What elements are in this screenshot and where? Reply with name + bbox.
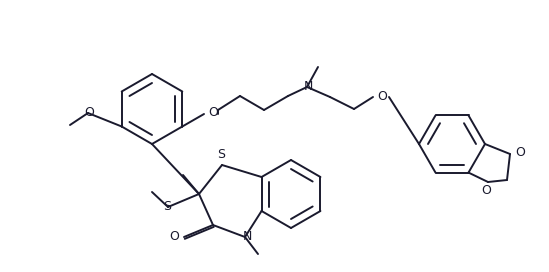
Text: O: O xyxy=(84,106,94,119)
Text: N: N xyxy=(303,79,313,92)
Text: S: S xyxy=(217,149,225,162)
Text: O: O xyxy=(377,89,387,103)
Text: O: O xyxy=(208,107,218,119)
Text: O: O xyxy=(169,230,179,243)
Text: S: S xyxy=(163,199,171,212)
Text: O: O xyxy=(481,184,491,197)
Text: N: N xyxy=(242,230,251,243)
Text: O: O xyxy=(515,146,525,159)
